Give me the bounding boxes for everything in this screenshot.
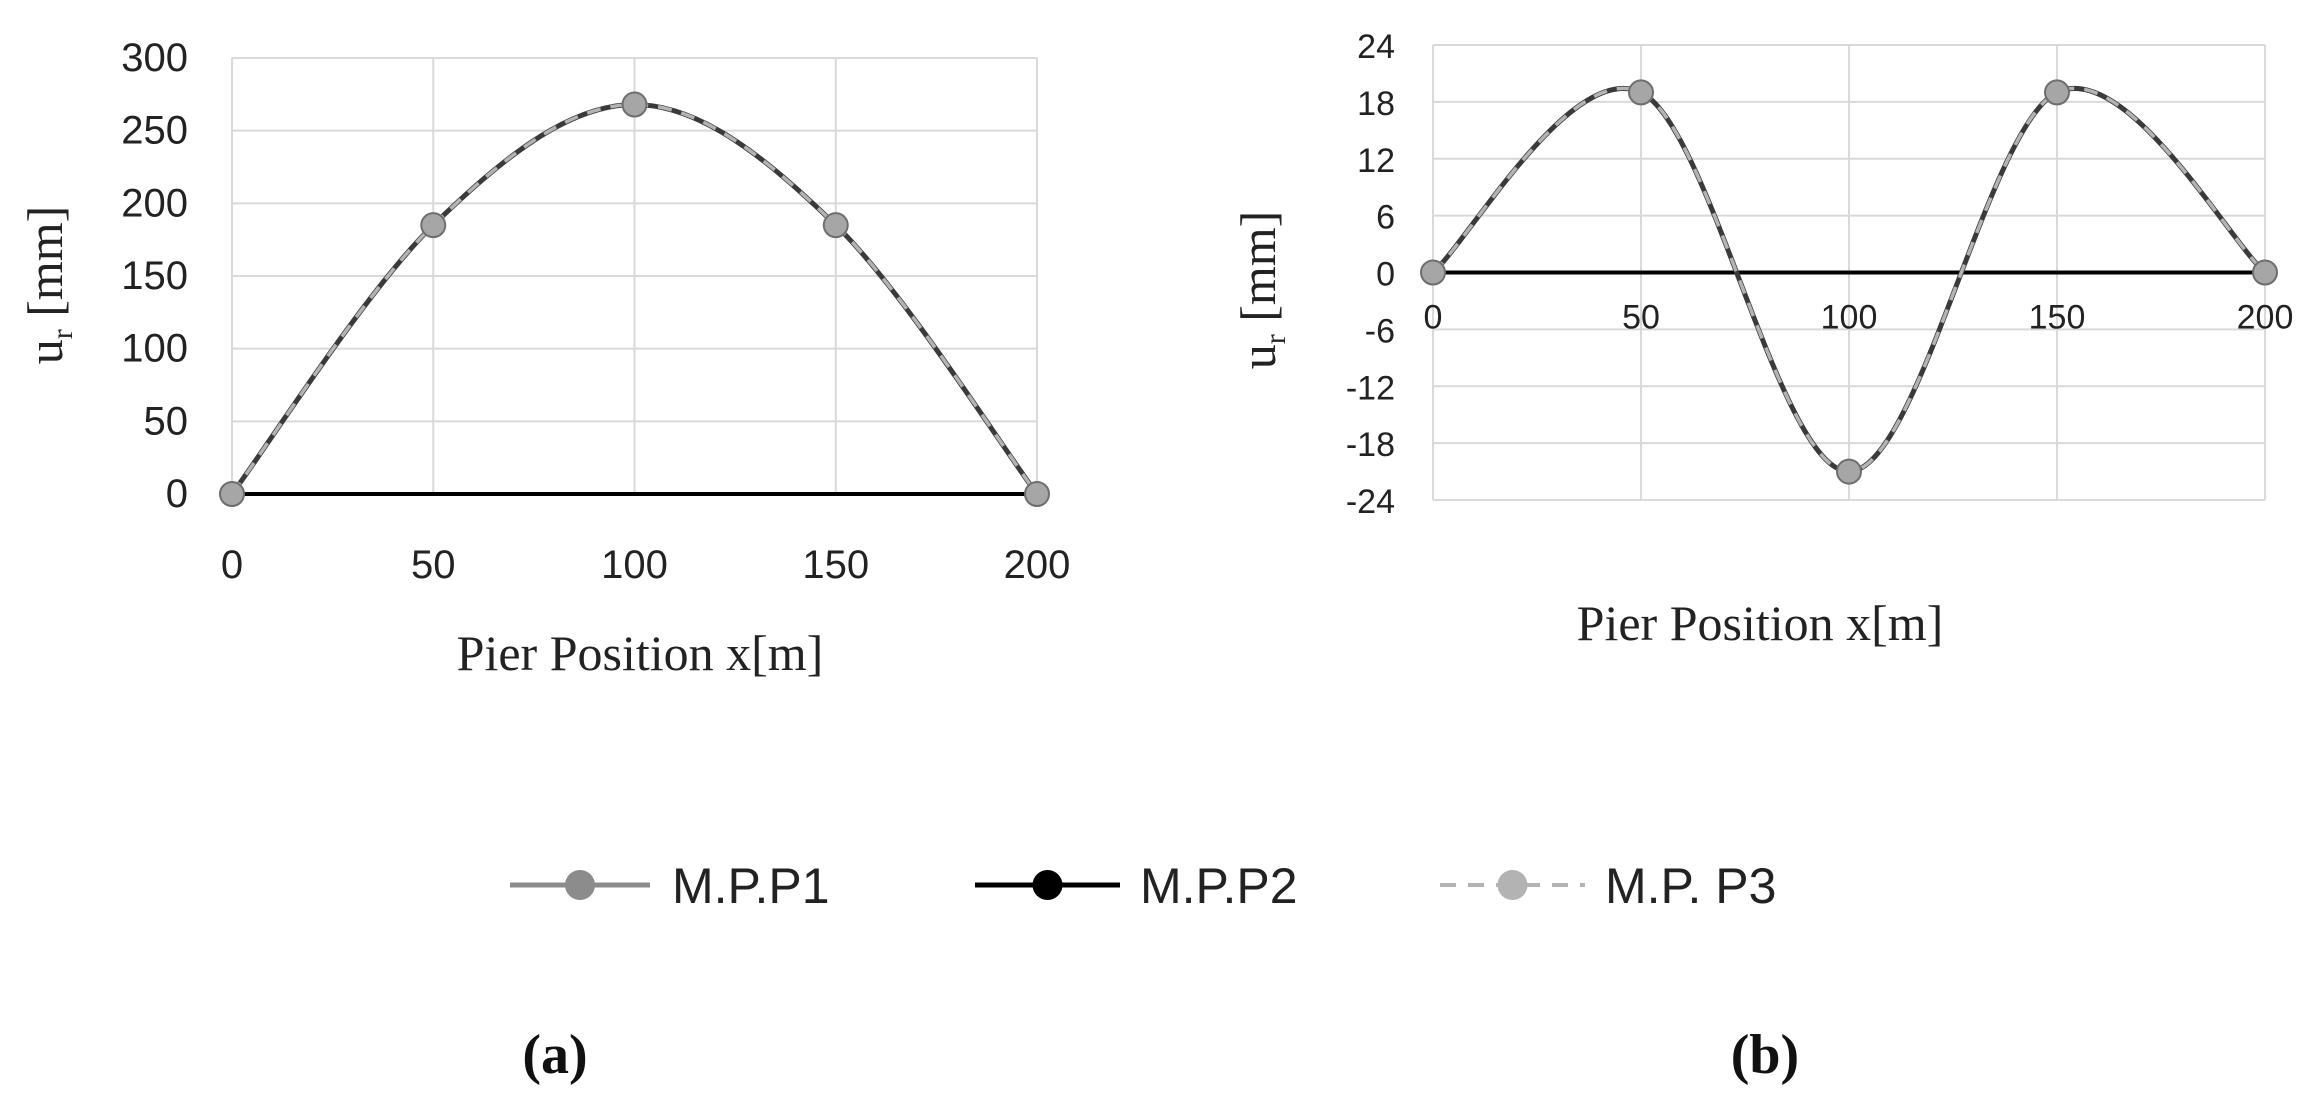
legend-entry: M.P.P2 — [975, 858, 1298, 914]
x-tick-labels-b: 0 50 100 150 200 — [1424, 299, 2294, 337]
y-tick-label: 200 — [121, 181, 188, 225]
y-tick-label: -24 — [1346, 483, 1395, 521]
panel-label-a: (a) — [522, 1024, 587, 1086]
y-tick-label: 24 — [1357, 28, 1395, 66]
x-axis-title-a: Pier Position x[m] — [457, 625, 824, 681]
y-tick-label: 300 — [121, 36, 188, 80]
y-tick-label: -12 — [1346, 369, 1395, 407]
legend-entry: M.P. P3 — [1440, 858, 1776, 914]
data-point-marker — [621, 91, 648, 118]
data-markers-b — [1420, 79, 2278, 485]
legend-label: M.P. P3 — [1605, 858, 1776, 914]
x-tick-label: 100 — [1821, 299, 1878, 337]
x-tick-label: 150 — [2029, 299, 2086, 337]
y-tick-label: 12 — [1357, 142, 1395, 180]
legend-entry: M.P.P1 — [510, 858, 830, 914]
panel-label-b: (b) — [1731, 1024, 1799, 1086]
legend-label: M.P.P2 — [1140, 858, 1298, 914]
x-tick-label: 0 — [1424, 299, 1443, 337]
data-point-marker — [822, 212, 849, 239]
x-tick-label: 200 — [1004, 543, 1071, 587]
legend: M.P.P1 M.P.P2 M.P. P3 — [510, 858, 1776, 914]
data-point-marker — [2044, 79, 2070, 106]
data-markers-a — [219, 91, 1050, 507]
x-tick-label: 0 — [221, 543, 243, 587]
legend-marker-swatch — [565, 870, 595, 900]
y-axis-title-a: ur [mm] — [17, 206, 79, 365]
y-tick-label: 150 — [121, 254, 188, 298]
x-tick-label: 50 — [1622, 299, 1660, 337]
y-tick-label: 250 — [121, 109, 188, 153]
data-point-marker — [420, 212, 447, 239]
data-point-marker — [1024, 481, 1050, 507]
x-tick-label: 100 — [601, 543, 668, 587]
y-axis-title-b: ur [mm] — [1230, 211, 1292, 370]
y-tick-label: -18 — [1346, 426, 1395, 464]
x-tick-label: 50 — [411, 543, 456, 587]
y-tick-label: 6 — [1376, 199, 1395, 237]
chart-panel-a: 0 50 100 150 200 250 300 0 50 100 150 200 Pier Pos… — [17, 36, 1070, 1086]
x-tick-label: 200 — [2237, 299, 2294, 337]
data-point-marker — [1628, 79, 1654, 106]
x-axis-title-b: Pier Position x[m] — [1577, 595, 1944, 651]
y-tick-labels-b: 24 18 12 6 0 -6 -12 -18 -24 — [1346, 28, 1395, 521]
legend-label: M.P.P1 — [672, 858, 830, 914]
y-tick-labels-a: 0 50 100 150 200 250 300 — [121, 36, 188, 516]
data-point-marker — [1836, 458, 1862, 485]
x-tick-labels-a: 0 50 100 150 200 — [221, 543, 1071, 587]
y-tick-label: 100 — [121, 327, 188, 371]
y-tick-label: 0 — [1376, 256, 1395, 294]
legend-marker-swatch — [1497, 870, 1528, 900]
data-point-marker — [219, 481, 245, 507]
x-tick-label: 150 — [802, 543, 869, 587]
y-tick-label: 0 — [166, 472, 188, 516]
data-point-marker — [1420, 259, 1446, 286]
y-tick-label: 18 — [1357, 85, 1395, 123]
legend-marker-swatch — [1032, 870, 1063, 900]
data-point-marker — [2252, 259, 2278, 286]
grid-a — [231, 57, 1038, 495]
chart-panel-b: 24 18 12 6 0 -6 -12 -18 -24 0 50 100 150 200 Pier Po… — [1230, 28, 2293, 1086]
y-tick-label: 50 — [144, 399, 189, 443]
y-tick-label: -6 — [1365, 312, 1395, 350]
